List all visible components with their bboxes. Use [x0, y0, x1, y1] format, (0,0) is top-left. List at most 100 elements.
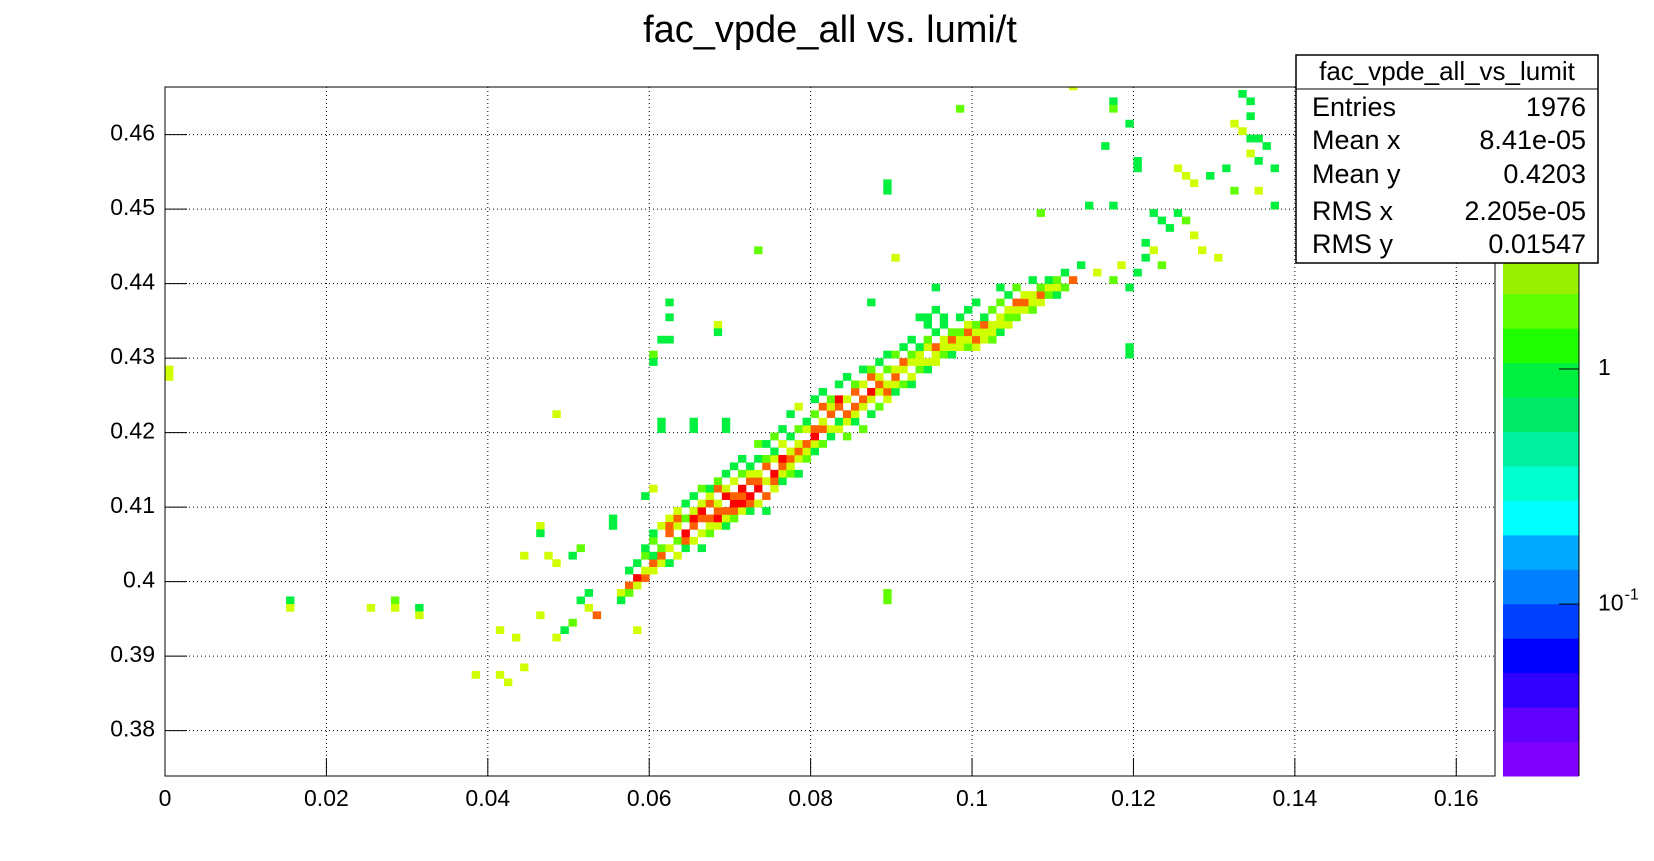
cell	[818, 417, 828, 426]
cell	[1068, 276, 1078, 284]
cell	[1044, 276, 1054, 284]
cell	[1254, 157, 1263, 165]
cell	[1060, 268, 1070, 277]
cell	[859, 402, 868, 411]
cell	[915, 343, 924, 351]
cell	[1246, 112, 1255, 121]
cell	[649, 536, 658, 545]
cell	[850, 402, 860, 411]
cell	[883, 589, 892, 597]
color-bar-level	[1503, 707, 1579, 743]
cell	[907, 335, 916, 344]
cell	[762, 507, 771, 515]
cell	[963, 328, 973, 337]
axes: 0 0.02 0.04 0.06 0.08 0.1 0.12 0.14 0.16 0.38 0.39…	[110, 86, 1496, 811]
cell	[1004, 320, 1013, 329]
cell	[584, 603, 594, 612]
cell	[681, 514, 690, 523]
cell	[1004, 305, 1013, 314]
cell	[1036, 291, 1045, 299]
cell	[786, 410, 795, 419]
cell	[754, 440, 763, 448]
cell	[1060, 283, 1070, 292]
cell	[1004, 313, 1013, 322]
cell	[972, 298, 981, 307]
cell	[1004, 291, 1013, 299]
cell	[996, 283, 1005, 292]
cell	[681, 529, 690, 538]
cell	[1173, 164, 1183, 173]
cell	[810, 447, 820, 456]
cell	[939, 343, 949, 351]
cell	[826, 432, 836, 441]
cell	[842, 395, 852, 404]
cell	[826, 425, 836, 433]
cell	[1206, 171, 1215, 180]
cell	[1125, 119, 1134, 128]
cell	[1028, 291, 1037, 299]
cell	[842, 373, 852, 381]
cell	[1052, 291, 1062, 299]
cell	[1198, 246, 1207, 255]
cell	[875, 358, 884, 366]
cell	[713, 477, 723, 486]
cell	[737, 484, 747, 493]
color-bar-level	[1503, 500, 1579, 536]
cell	[366, 603, 376, 612]
cell	[705, 514, 715, 523]
cell	[818, 387, 828, 396]
y-tick-label: 0.43	[110, 343, 155, 369]
cell	[1222, 164, 1231, 173]
cell	[883, 380, 892, 389]
cell	[875, 373, 884, 381]
cell	[1085, 201, 1094, 210]
cell	[1125, 283, 1134, 292]
cell	[770, 432, 779, 441]
cell	[1157, 261, 1167, 270]
cell	[746, 462, 755, 471]
cell	[713, 499, 723, 508]
cell	[802, 425, 811, 433]
cell	[721, 492, 731, 500]
cell	[1109, 97, 1118, 106]
cell	[649, 529, 658, 538]
cell	[616, 596, 626, 605]
color-bar-level	[1503, 293, 1579, 329]
cell	[810, 395, 820, 404]
cell	[1109, 201, 1118, 210]
cell	[818, 402, 828, 411]
cell	[584, 589, 594, 597]
cell	[1012, 298, 1021, 307]
cell	[737, 492, 747, 500]
cell	[536, 522, 545, 530]
cell	[955, 104, 965, 113]
color-bar-level	[1503, 465, 1579, 501]
cell	[705, 492, 715, 500]
cell	[867, 373, 876, 381]
cell	[883, 186, 892, 195]
cell	[536, 611, 545, 620]
cell	[657, 544, 666, 553]
x-tick-label: 0.02	[304, 785, 349, 811]
cell	[988, 328, 997, 337]
cell	[1093, 268, 1102, 277]
cell	[842, 417, 852, 426]
cell	[1036, 209, 1045, 217]
cell	[737, 507, 747, 515]
cell	[471, 670, 481, 679]
cell	[286, 596, 295, 605]
cell	[875, 402, 884, 411]
cell	[1238, 89, 1247, 98]
cell	[778, 454, 787, 463]
cell	[891, 365, 900, 374]
stats-value: 1976	[1526, 92, 1586, 122]
cell	[762, 492, 771, 500]
cell	[826, 402, 836, 411]
cell	[802, 447, 811, 456]
cell	[770, 447, 779, 456]
cell	[495, 626, 505, 635]
cell	[996, 313, 1005, 322]
cell	[503, 678, 513, 687]
cell	[390, 603, 400, 612]
cell	[875, 380, 884, 389]
